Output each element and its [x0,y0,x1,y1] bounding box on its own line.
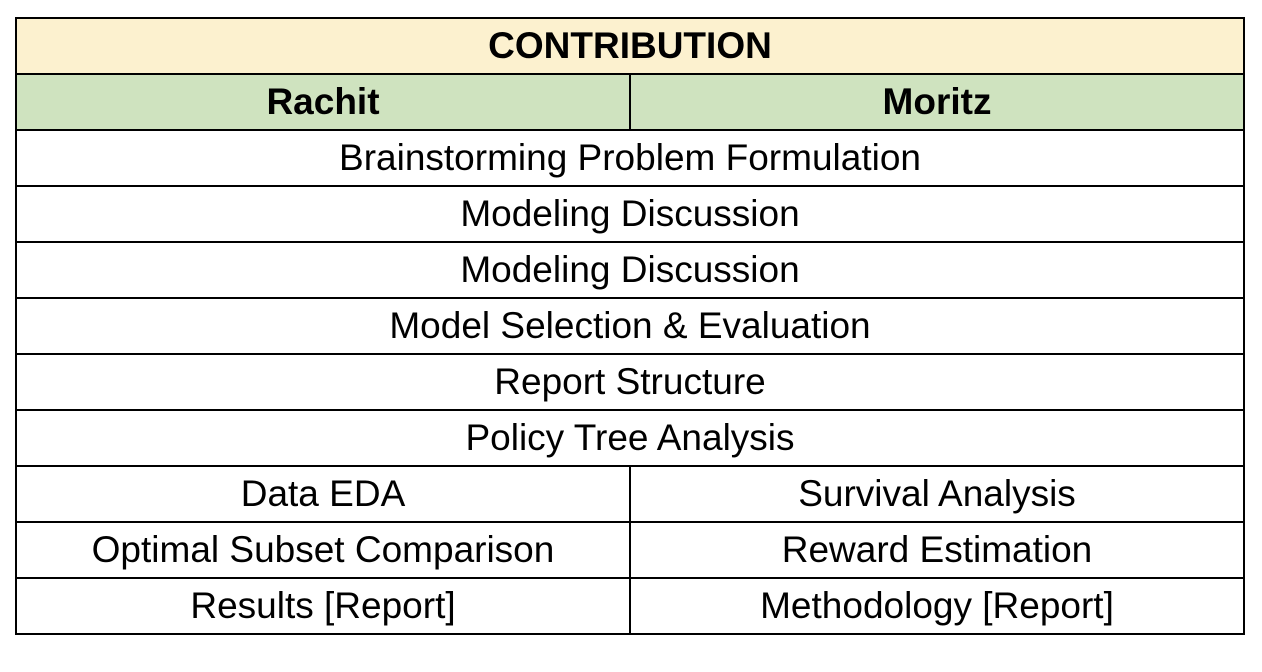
shared-cell: Modeling Discussion [15,241,1245,299]
contribution-table: CONTRIBUTION Rachit Moritz Brainstorming… [15,17,1245,635]
table-row: Modeling Discussion [15,241,1245,299]
names-row: Rachit Moritz [15,73,1245,131]
table-row: Brainstorming Problem Formulation [15,129,1245,187]
moritz-cell: Survival Analysis [629,465,1245,523]
shared-cell: Report Structure [15,353,1245,411]
moritz-cell: Methodology [Report] [629,577,1245,635]
rachit-cell: Results [Report] [15,577,631,635]
name-rachit: Rachit [15,73,631,131]
table-row: Model Selection & Evaluation [15,297,1245,355]
table-title: CONTRIBUTION [15,17,1245,75]
table-row: Results [Report] Methodology [Report] [15,577,1245,635]
table-row: Optimal Subset Comparison Reward Estimat… [15,521,1245,579]
shared-cell: Modeling Discussion [15,185,1245,243]
shared-cell: Brainstorming Problem Formulation [15,129,1245,187]
rachit-cell: Data EDA [15,465,631,523]
name-moritz: Moritz [629,73,1245,131]
moritz-cell: Reward Estimation [629,521,1245,579]
table-row: Data EDA Survival Analysis [15,465,1245,523]
table-row: Modeling Discussion [15,185,1245,243]
title-row: CONTRIBUTION [15,17,1245,75]
shared-cell: Model Selection & Evaluation [15,297,1245,355]
shared-cell: Policy Tree Analysis [15,409,1245,467]
table-row: Report Structure [15,353,1245,411]
table-row: Policy Tree Analysis [15,409,1245,467]
rachit-cell: Optimal Subset Comparison [15,521,631,579]
